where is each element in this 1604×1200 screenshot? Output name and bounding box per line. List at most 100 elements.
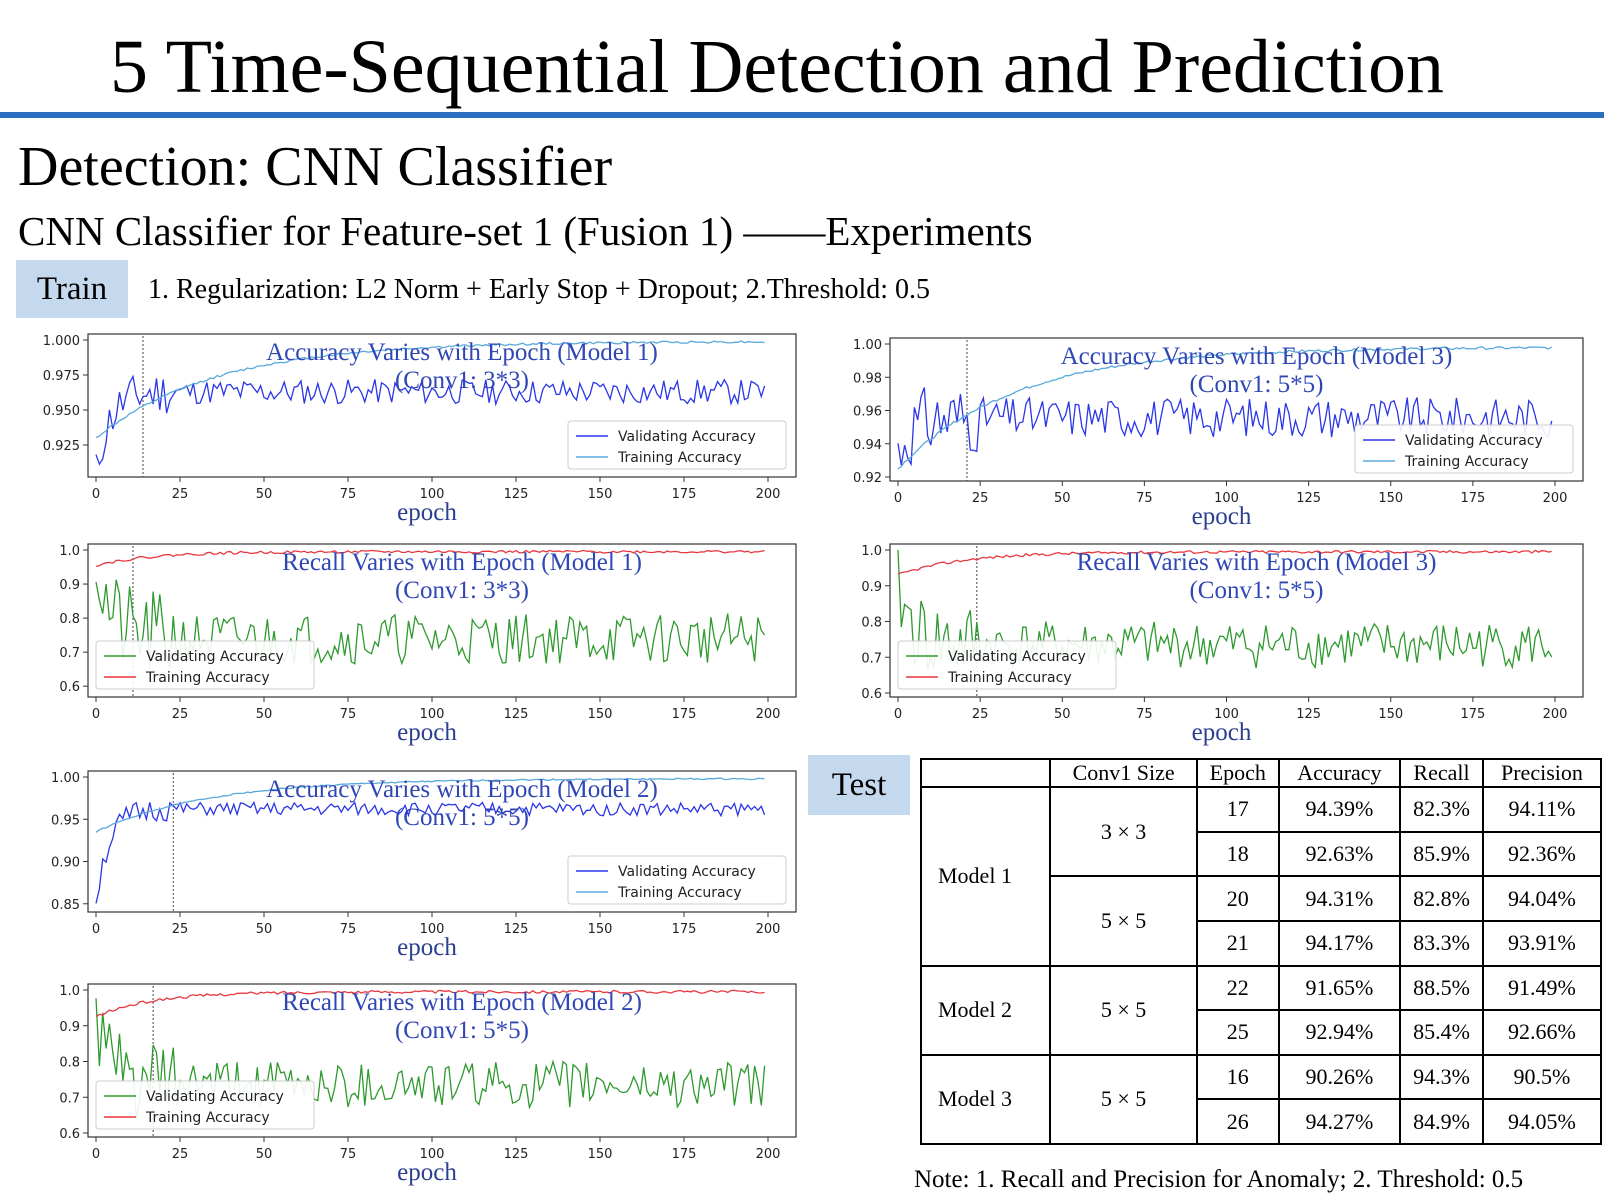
x-tick-label: 200 bbox=[756, 487, 781, 502]
chart-annotation-title: Accuracy Varies with Epoch (Model 1) bbox=[266, 339, 658, 366]
y-tick-label: 0.94 bbox=[853, 438, 882, 453]
table-cell-recall: 82.8% bbox=[1399, 875, 1484, 922]
y-tick-label: 0.7 bbox=[59, 646, 80, 661]
table-cell-precision: 94.05% bbox=[1481, 1098, 1603, 1145]
x-tick-label: 200 bbox=[1543, 707, 1568, 722]
results-table: Conv1 Size Epoch Accuracy Recall Precisi… bbox=[919, 758, 1603, 1146]
table-cell-epoch: 18 bbox=[1195, 830, 1280, 878]
chart-accuracy-model-3: 1.00 0.98 0.96 0.94 0.92 0 25 50 75 100 125 150 175 2… bbox=[853, 337, 1584, 530]
chart-annotation-title: Accuracy Varies with Epoch (Model 2) bbox=[266, 776, 658, 803]
x-tick-label: 50 bbox=[256, 487, 273, 502]
x-tick-label: 75 bbox=[1136, 707, 1153, 722]
x-tick-label: 75 bbox=[340, 922, 357, 937]
y-tick-label: 0.95 bbox=[51, 813, 80, 828]
x-tick-label: 25 bbox=[972, 707, 989, 722]
x-tick-label: 175 bbox=[1460, 707, 1485, 722]
chart-annotation-title: Recall Varies with Epoch (Model 1) bbox=[282, 549, 642, 576]
x-tick-label: 50 bbox=[256, 707, 273, 722]
y-tick-label: 1.0 bbox=[59, 984, 80, 999]
x-tick-label: 125 bbox=[1296, 491, 1321, 506]
x-tick-label: 75 bbox=[340, 487, 357, 502]
series-line bbox=[95, 800, 766, 904]
table-cell-conv: 3 × 3 bbox=[1049, 785, 1198, 878]
table-cell-precision: 90.5% bbox=[1481, 1053, 1603, 1101]
legend bbox=[95, 1080, 315, 1130]
table-header-cell: Precision bbox=[1481, 758, 1603, 788]
legend-label: Validating Accuracy bbox=[948, 649, 1086, 665]
test-tag: Test bbox=[808, 755, 910, 815]
x-tick-label: 0 bbox=[92, 487, 100, 502]
legend-label: Validating Accuracy bbox=[146, 649, 284, 665]
legend bbox=[567, 420, 787, 470]
x-tick-label: 200 bbox=[756, 922, 781, 937]
table-cell-conv: 5 × 5 bbox=[1049, 964, 1198, 1056]
chart-annotation-subtitle: (Conv1: 3*3) bbox=[395, 367, 529, 394]
y-tick-label: 1.00 bbox=[853, 338, 882, 353]
legend-label: Training Accuracy bbox=[145, 670, 270, 686]
slide-title: 5 Time-Sequential Detection and Predicti… bbox=[110, 25, 1445, 109]
chart-annotation-subtitle: (Conv1: 5*5) bbox=[1189, 577, 1323, 604]
train-tag: Train bbox=[16, 260, 128, 318]
chart-annotation-subtitle: (Conv1: 5*5) bbox=[1189, 371, 1323, 398]
y-tick-label: 0.6 bbox=[59, 1127, 80, 1142]
x-tick-label: 200 bbox=[1543, 491, 1568, 506]
table-header-cell: Conv1 Size bbox=[1049, 758, 1198, 788]
x-axis-label: epoch bbox=[397, 499, 457, 526]
x-tick-label: 175 bbox=[672, 707, 697, 722]
y-tick-label: 1.0 bbox=[861, 544, 882, 559]
series-line bbox=[95, 340, 765, 439]
x-tick-label: 50 bbox=[1054, 707, 1071, 722]
legend-label: Training Accuracy bbox=[617, 450, 742, 466]
legend bbox=[897, 640, 1117, 690]
table-cell-conv: 5 × 5 bbox=[1049, 875, 1198, 967]
table-cell-recall: 82.3% bbox=[1399, 786, 1484, 833]
x-tick-label: 25 bbox=[172, 487, 189, 502]
table-cell-accuracy: 94.31% bbox=[1277, 875, 1402, 922]
legend-label: Training Accuracy bbox=[617, 885, 742, 901]
chart-recall-model-3: 1.0 0.9 0.8 0.7 0.6 0 25 50 75 100 125 150 175 200 Val… bbox=[861, 543, 1584, 746]
table-cell-model: Model 3 bbox=[919, 1053, 1052, 1146]
table-cell-recall: 88.5% bbox=[1399, 964, 1484, 1012]
table-cell-model: Model 2 bbox=[919, 964, 1052, 1056]
table-cell-precision: 92.66% bbox=[1481, 1009, 1603, 1056]
series-line bbox=[95, 549, 765, 568]
table-cell-epoch: 17 bbox=[1195, 786, 1280, 833]
table-cell-accuracy: 94.39% bbox=[1277, 786, 1402, 833]
y-tick-label: 0.7 bbox=[59, 1091, 80, 1106]
table-cell-precision: 92.36% bbox=[1481, 830, 1603, 878]
y-tick-label: 0.975 bbox=[43, 369, 80, 384]
legend-label: Validating Accuracy bbox=[1405, 433, 1543, 449]
y-tick-label: 0.925 bbox=[43, 439, 80, 454]
series-line bbox=[897, 346, 1553, 470]
y-tick-label: 0.90 bbox=[51, 856, 80, 871]
x-axis-label: epoch bbox=[1192, 719, 1252, 746]
legend bbox=[95, 640, 315, 690]
x-tick-label: 175 bbox=[672, 1147, 697, 1162]
table-cell-accuracy: 90.26% bbox=[1277, 1053, 1402, 1101]
x-tick-label: 175 bbox=[672, 922, 697, 937]
table-header-cell: Epoch bbox=[1195, 758, 1280, 788]
table-cell-precision: 91.49% bbox=[1481, 964, 1603, 1012]
y-tick-label: 0.92 bbox=[853, 471, 882, 486]
table-cell-epoch: 16 bbox=[1195, 1053, 1280, 1101]
table-header-cell: Recall bbox=[1399, 758, 1484, 788]
x-tick-label: 100 bbox=[420, 707, 445, 722]
table-cell-precision: 94.04% bbox=[1481, 875, 1603, 922]
x-tick-label: 25 bbox=[172, 1147, 189, 1162]
table-cell-accuracy: 91.65% bbox=[1277, 964, 1402, 1012]
x-tick-label: 75 bbox=[340, 707, 357, 722]
y-tick-label: 0.8 bbox=[861, 616, 882, 631]
legend-label: Validating Accuracy bbox=[618, 864, 756, 880]
x-tick-label: 0 bbox=[894, 707, 902, 722]
y-tick-label: 0.85 bbox=[51, 898, 80, 913]
legend-label: Training Accuracy bbox=[947, 670, 1072, 686]
x-tick-label: 0 bbox=[92, 1147, 100, 1162]
x-tick-label: 125 bbox=[504, 922, 529, 937]
title-rule bbox=[0, 112, 1604, 118]
series-line bbox=[95, 374, 766, 466]
chart-annotation-title: Recall Varies with Epoch (Model 3) bbox=[1077, 549, 1437, 576]
train-description: 1. Regularization: L2 Norm + Early Stop … bbox=[148, 274, 931, 305]
x-tick-label: 25 bbox=[172, 922, 189, 937]
